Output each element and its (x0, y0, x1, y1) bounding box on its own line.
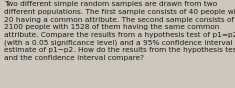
Text: Two different simple random samples are drawn from two
different populations. Th: Two different simple random samples are … (4, 1, 235, 61)
